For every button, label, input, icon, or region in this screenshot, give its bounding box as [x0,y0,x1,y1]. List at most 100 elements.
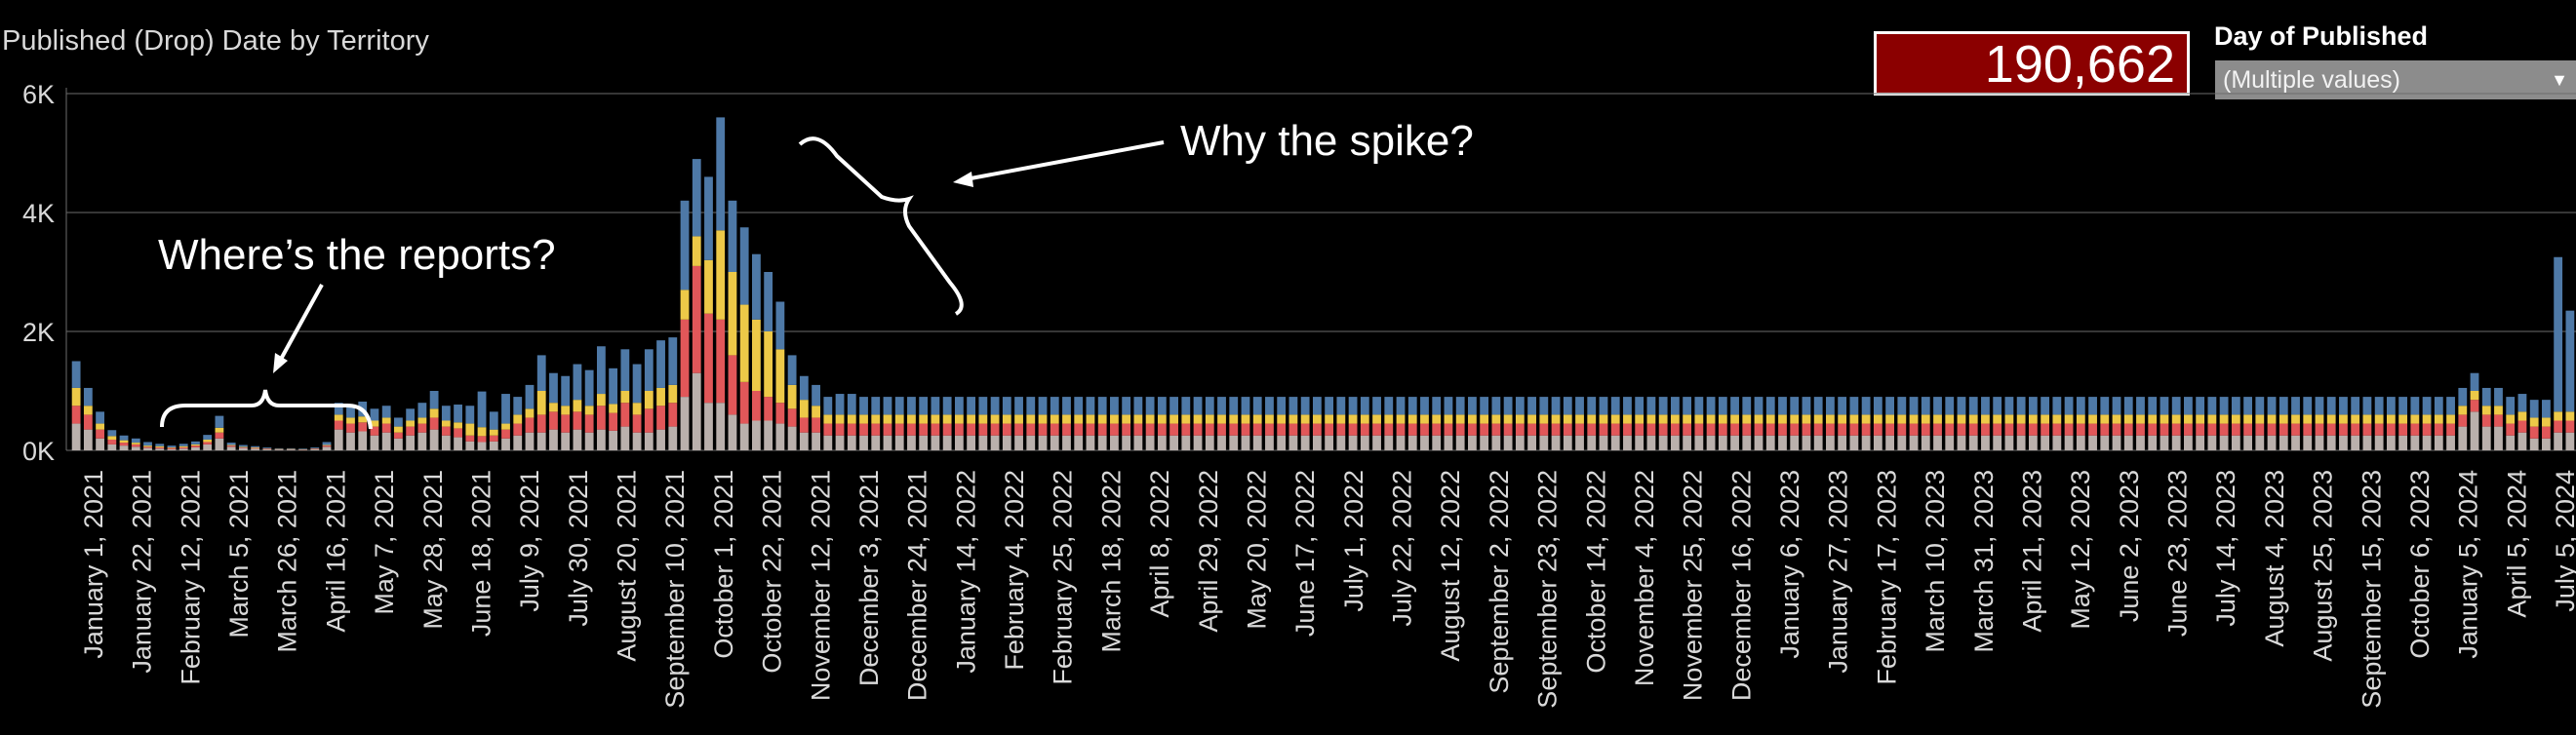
bar-segment-blue [1623,397,1632,415]
bar-segment-blue [1694,397,1704,415]
bar-segment-red [2458,414,2468,427]
bar-segment-red [561,414,571,433]
bar-segment-yellow [2410,414,2420,424]
bar-segment-blue [1157,397,1167,415]
bar-segment-red [1325,423,1334,436]
bar-segment-red [704,313,713,404]
bar-segment-blue [274,447,284,449]
bar-segment-gray [1360,435,1369,450]
bar-segment-red [2160,423,2169,436]
bar-segment-blue [1909,397,1919,415]
bar-segment-gray [131,446,140,450]
bar-segment-yellow [2422,414,2432,424]
bar-segment-yellow [1742,414,1752,424]
chart-title: Published (Drop) Date by Territory [2,25,429,57]
bar-segment-yellow [1670,414,1680,424]
bar-segment-red [381,423,391,433]
bar-segment-gray [1050,435,1059,450]
bar-segment-yellow [1873,414,1882,424]
x-tick-label: February 17, 2023 [1872,470,1901,685]
bar-segment-blue [1968,397,1978,415]
brace-vertical [798,136,964,316]
bar-segment-blue [441,406,451,421]
bar-segment-blue [1241,397,1250,415]
bar-segment-blue [1981,397,1990,415]
bar-segment-gray [1407,435,1417,450]
bar-segment-red [1455,423,1465,436]
bar-segment-blue [907,397,916,415]
bar-segment-yellow [2339,414,2348,424]
bar-segment-yellow [692,236,701,266]
bar-segment-gray [2231,435,2240,450]
bar-segment-yellow [2554,411,2563,421]
bar-segment-gray [2554,432,2563,450]
bar-segment-yellow [823,414,833,424]
bar-segment-yellow [1420,414,1429,424]
bar-segment-yellow [739,304,749,382]
filter-label: Day of Published [2214,21,2429,51]
bar-segment-yellow [1396,414,1406,424]
bar-segment-gray [2529,438,2539,450]
bar-segment-red [2351,423,2360,436]
bar-segment-blue [1277,397,1287,415]
bar-segment-blue [2016,397,2026,415]
bar-segment-yellow [1145,414,1155,424]
bar-segment-blue [1217,397,1226,415]
bar-segment-blue [1336,397,1346,415]
bar-segment-blue [1074,397,1084,415]
bar-segment-yellow [894,414,904,424]
bar-segment-red [2171,423,2181,436]
total-count-value: 190,662 [1984,35,2175,94]
bar-segment-gray [1527,435,1536,450]
bar-segment-blue [2446,397,2455,415]
bar-segment-red [1610,423,1620,436]
bar-segment-red [2196,423,2205,436]
bar-segment-gray [1658,435,1668,450]
bar-segment-red [2386,423,2396,436]
bar-segment-red [1277,423,1287,436]
bar-segment-blue [2398,397,2408,415]
bar-segment-blue [1897,397,1907,415]
bar-segment-blue [894,397,904,415]
bar-segment-gray [394,438,403,450]
day-of-published-dropdown[interactable]: (Multiple values) ▼ [2215,60,2576,99]
bar-segment-gray [1718,435,1727,450]
bar-segment-gray [1038,435,1048,450]
y-tick-label: 2K [22,318,55,347]
bar-segment-red [226,445,236,447]
x-tick-label: April 21, 2023 [2017,470,2046,633]
bar-segment-blue [561,375,571,406]
bar-segment-yellow [1455,414,1465,424]
bar-segment-red [2554,420,2563,433]
bar-segment-blue [1539,397,1549,415]
bar-segment-red [1515,423,1525,436]
x-tick-label: November 12, 2021 [806,470,835,701]
bar-segment-gray [1348,435,1358,450]
x-tick-label: September 23, 2022 [1533,470,1563,709]
bar-segment-gray [1683,435,1692,450]
bar-segment-gray [2196,435,2205,450]
bar-segment-blue [1957,397,1966,415]
bar-segment-red [1706,423,1716,436]
bar-segment-red [1826,423,1835,436]
bar-segment-red [1110,423,1119,436]
bar-segment-yellow [859,414,868,424]
bar-segment-blue [2470,372,2479,391]
bar-segment-yellow [381,417,391,424]
x-tick-label: October 22, 2021 [758,470,787,674]
dropdown-value: (Multiple values) [2223,66,2401,94]
bar-segment-blue [668,337,678,385]
bar-segment-gray [1945,435,1955,450]
bar-segment-blue [1014,397,1023,415]
bar-segment-yellow [1432,414,1442,424]
bar-segment-blue [2041,397,2050,415]
bar-segment-blue [1038,397,1048,415]
bar-segment-red [1945,423,1955,436]
bar-segment-gray [847,435,856,450]
bar-segment-gray [1193,435,1203,450]
bar-segment-red [1957,423,1966,436]
bar-segment-gray [536,432,546,450]
bar-segment-gray [1277,435,1287,450]
x-tick-label: July 9, 2021 [515,470,544,612]
